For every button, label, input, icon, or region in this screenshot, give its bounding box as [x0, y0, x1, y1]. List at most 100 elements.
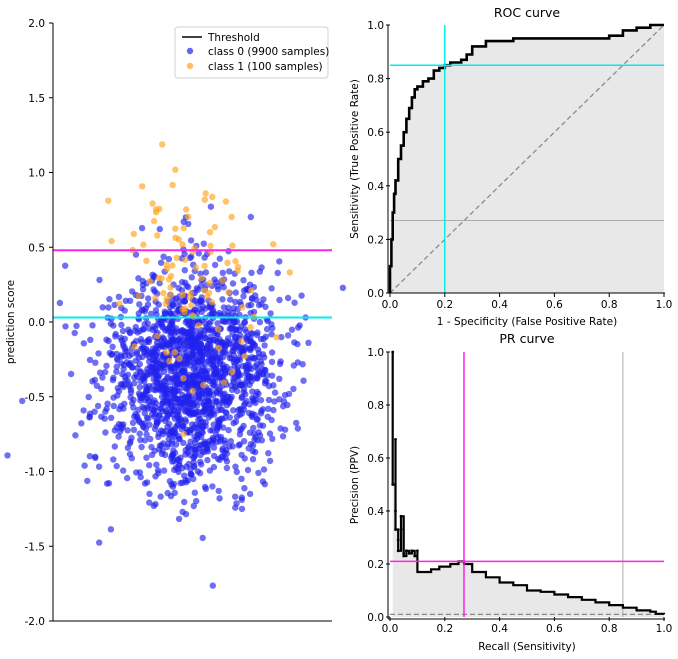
class0-point — [132, 357, 139, 364]
pr-point — [394, 528, 397, 531]
class1-point — [173, 254, 180, 261]
class0-point — [113, 462, 120, 470]
class0-point — [194, 468, 201, 475]
class0-point — [288, 326, 296, 333]
class0-point — [99, 374, 106, 381]
roc-curve — [388, 23, 664, 293]
pr-point — [402, 552, 406, 555]
class0-point — [84, 477, 91, 485]
class1-point — [152, 206, 160, 213]
class0-point — [123, 359, 131, 366]
class1-point — [150, 217, 158, 225]
class0-point — [137, 335, 145, 343]
class0-point — [226, 340, 233, 348]
pr-y-label: Precision (PPV) — [349, 446, 361, 524]
class0-point — [170, 375, 177, 382]
class0-point — [220, 304, 228, 311]
class0-point — [71, 329, 78, 337]
class1-point — [181, 305, 189, 312]
class0-point — [85, 393, 92, 401]
class0-point — [209, 483, 216, 490]
class0-point — [268, 372, 276, 379]
class0-point — [240, 277, 247, 284]
class0-point — [235, 442, 242, 449]
class1-point — [220, 379, 228, 386]
class0-point — [265, 405, 272, 412]
roc-ytick-label: 0.6 — [367, 127, 384, 139]
class0-point — [190, 454, 197, 462]
class0-point — [186, 400, 194, 408]
class1-point — [105, 197, 112, 204]
class0-point — [206, 337, 213, 345]
class1-point — [131, 343, 138, 350]
class1-point — [154, 232, 161, 239]
class0-point — [180, 359, 187, 367]
pr-point — [413, 554, 417, 558]
pr-area-fill — [392, 352, 664, 617]
class0-point — [197, 458, 204, 466]
class0-point — [89, 322, 96, 329]
class0-point — [255, 429, 262, 436]
class0-point — [232, 289, 239, 296]
class0-point — [259, 422, 267, 429]
class1-point — [140, 241, 147, 248]
class0-point — [215, 417, 223, 425]
class0-point — [167, 310, 175, 318]
class0-point — [80, 407, 87, 414]
class0-point — [111, 301, 118, 309]
class0-point — [67, 370, 75, 378]
class0-point — [241, 485, 248, 492]
class0-point — [175, 284, 182, 292]
class0-point — [191, 439, 199, 446]
class0-point — [226, 268, 233, 275]
class0-point — [110, 402, 118, 410]
class0-point — [205, 414, 213, 421]
class0-point — [182, 451, 189, 458]
class0-point — [133, 469, 140, 476]
class1-point — [234, 267, 241, 274]
class0-point — [126, 328, 133, 336]
class0-point — [260, 466, 268, 473]
class0-point — [103, 480, 111, 487]
class0-point — [226, 325, 233, 333]
class0-point — [118, 321, 125, 329]
class0-point — [137, 436, 144, 444]
pr-xtick-label: 0.4 — [491, 623, 508, 635]
class0-point — [192, 380, 200, 387]
class0-point — [126, 383, 133, 390]
class0-point — [164, 341, 172, 348]
class0-point — [144, 337, 152, 344]
class0-point — [240, 438, 248, 445]
class0-point — [231, 319, 238, 326]
class0-point — [162, 386, 170, 393]
class0-point — [256, 268, 263, 275]
class0-point — [138, 306, 145, 314]
class0-point — [129, 288, 136, 295]
class0-point — [246, 429, 254, 436]
class0-point — [210, 463, 218, 471]
class0-point — [210, 452, 218, 460]
legend-class1-marker — [186, 62, 194, 70]
class0-point — [217, 373, 224, 381]
class0-point — [128, 455, 135, 462]
class1-point — [228, 213, 235, 221]
class1-point — [108, 237, 115, 245]
class0-point — [113, 368, 120, 375]
class1-point — [222, 198, 230, 205]
class0-point — [243, 370, 250, 377]
class0-point — [160, 368, 168, 376]
class0-point — [151, 288, 158, 295]
class0-point — [136, 301, 143, 308]
class1-point — [167, 284, 174, 291]
class0-point — [207, 409, 214, 416]
class0-point — [81, 462, 88, 469]
class0-point — [249, 344, 256, 351]
class0-point — [225, 426, 232, 434]
class0-point — [144, 351, 151, 359]
class0-point — [248, 354, 256, 361]
class0-point — [210, 444, 218, 451]
class0-point — [209, 436, 216, 443]
class0-point — [205, 393, 212, 400]
class0-point — [178, 369, 186, 377]
pr-ticks: 0.0 0.2 0.4 0.6 0.8 1.0 0.0 0.2 0.4 0.6 0.8 1.0 — [367, 347, 672, 635]
